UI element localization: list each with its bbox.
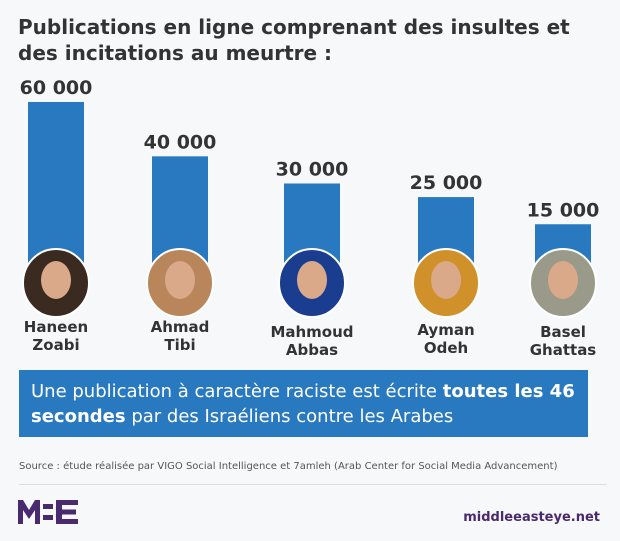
value-label: 15 000 xyxy=(527,199,600,221)
value-label: 60 000 xyxy=(20,77,93,99)
callout-box: Une publication à caractère raciste est … xyxy=(19,370,588,437)
name-line: Basel xyxy=(540,323,586,341)
bar xyxy=(152,156,208,265)
name-line: Tibi xyxy=(164,336,196,354)
callout-text-2: par des Israéliens contre les Arabes xyxy=(125,406,454,427)
site-url[interactable]: middleeasteye.net xyxy=(463,510,600,525)
mee-logo xyxy=(18,500,78,524)
person-name: Haneen Zoabi xyxy=(1,318,111,354)
callout-text-1: Une publication à caractère raciste est … xyxy=(31,381,443,402)
face-icon xyxy=(165,261,195,299)
person-name: Ahmad Tibi xyxy=(125,318,235,354)
name-line: Ayman xyxy=(417,321,475,339)
person-name: Ayman Odeh xyxy=(391,321,501,357)
person-name: Mahmoud Abbas xyxy=(257,323,367,359)
name-line: Odeh xyxy=(423,339,469,357)
chart-title: Publications en ligne comprenant des ins… xyxy=(18,15,570,65)
bar-chart: 60 000 40 000 30 000 25 000 15 000 xyxy=(20,77,600,318)
value-label: 40 000 xyxy=(144,131,217,153)
face-icon xyxy=(548,261,578,299)
divider xyxy=(19,484,607,485)
source-note: Source : étude réalisée par VIGO Social … xyxy=(19,461,558,472)
name-line: Ahmad xyxy=(150,318,210,336)
name-line: Mahmoud xyxy=(270,323,354,341)
face-icon xyxy=(41,261,71,299)
face-icon xyxy=(431,261,461,299)
name-line: Zoabi xyxy=(32,336,80,354)
person-name: Basel Ghattas xyxy=(508,323,618,359)
bar xyxy=(28,102,84,265)
value-label: 30 000 xyxy=(276,159,349,181)
name-line: Abbas xyxy=(285,341,339,359)
value-label: 25 000 xyxy=(410,172,483,194)
callout-bold: toutes les 46 secondes xyxy=(31,381,575,427)
face-icon xyxy=(297,261,327,299)
name-line: Ghattas xyxy=(529,341,597,359)
name-line: Haneen xyxy=(23,318,89,336)
